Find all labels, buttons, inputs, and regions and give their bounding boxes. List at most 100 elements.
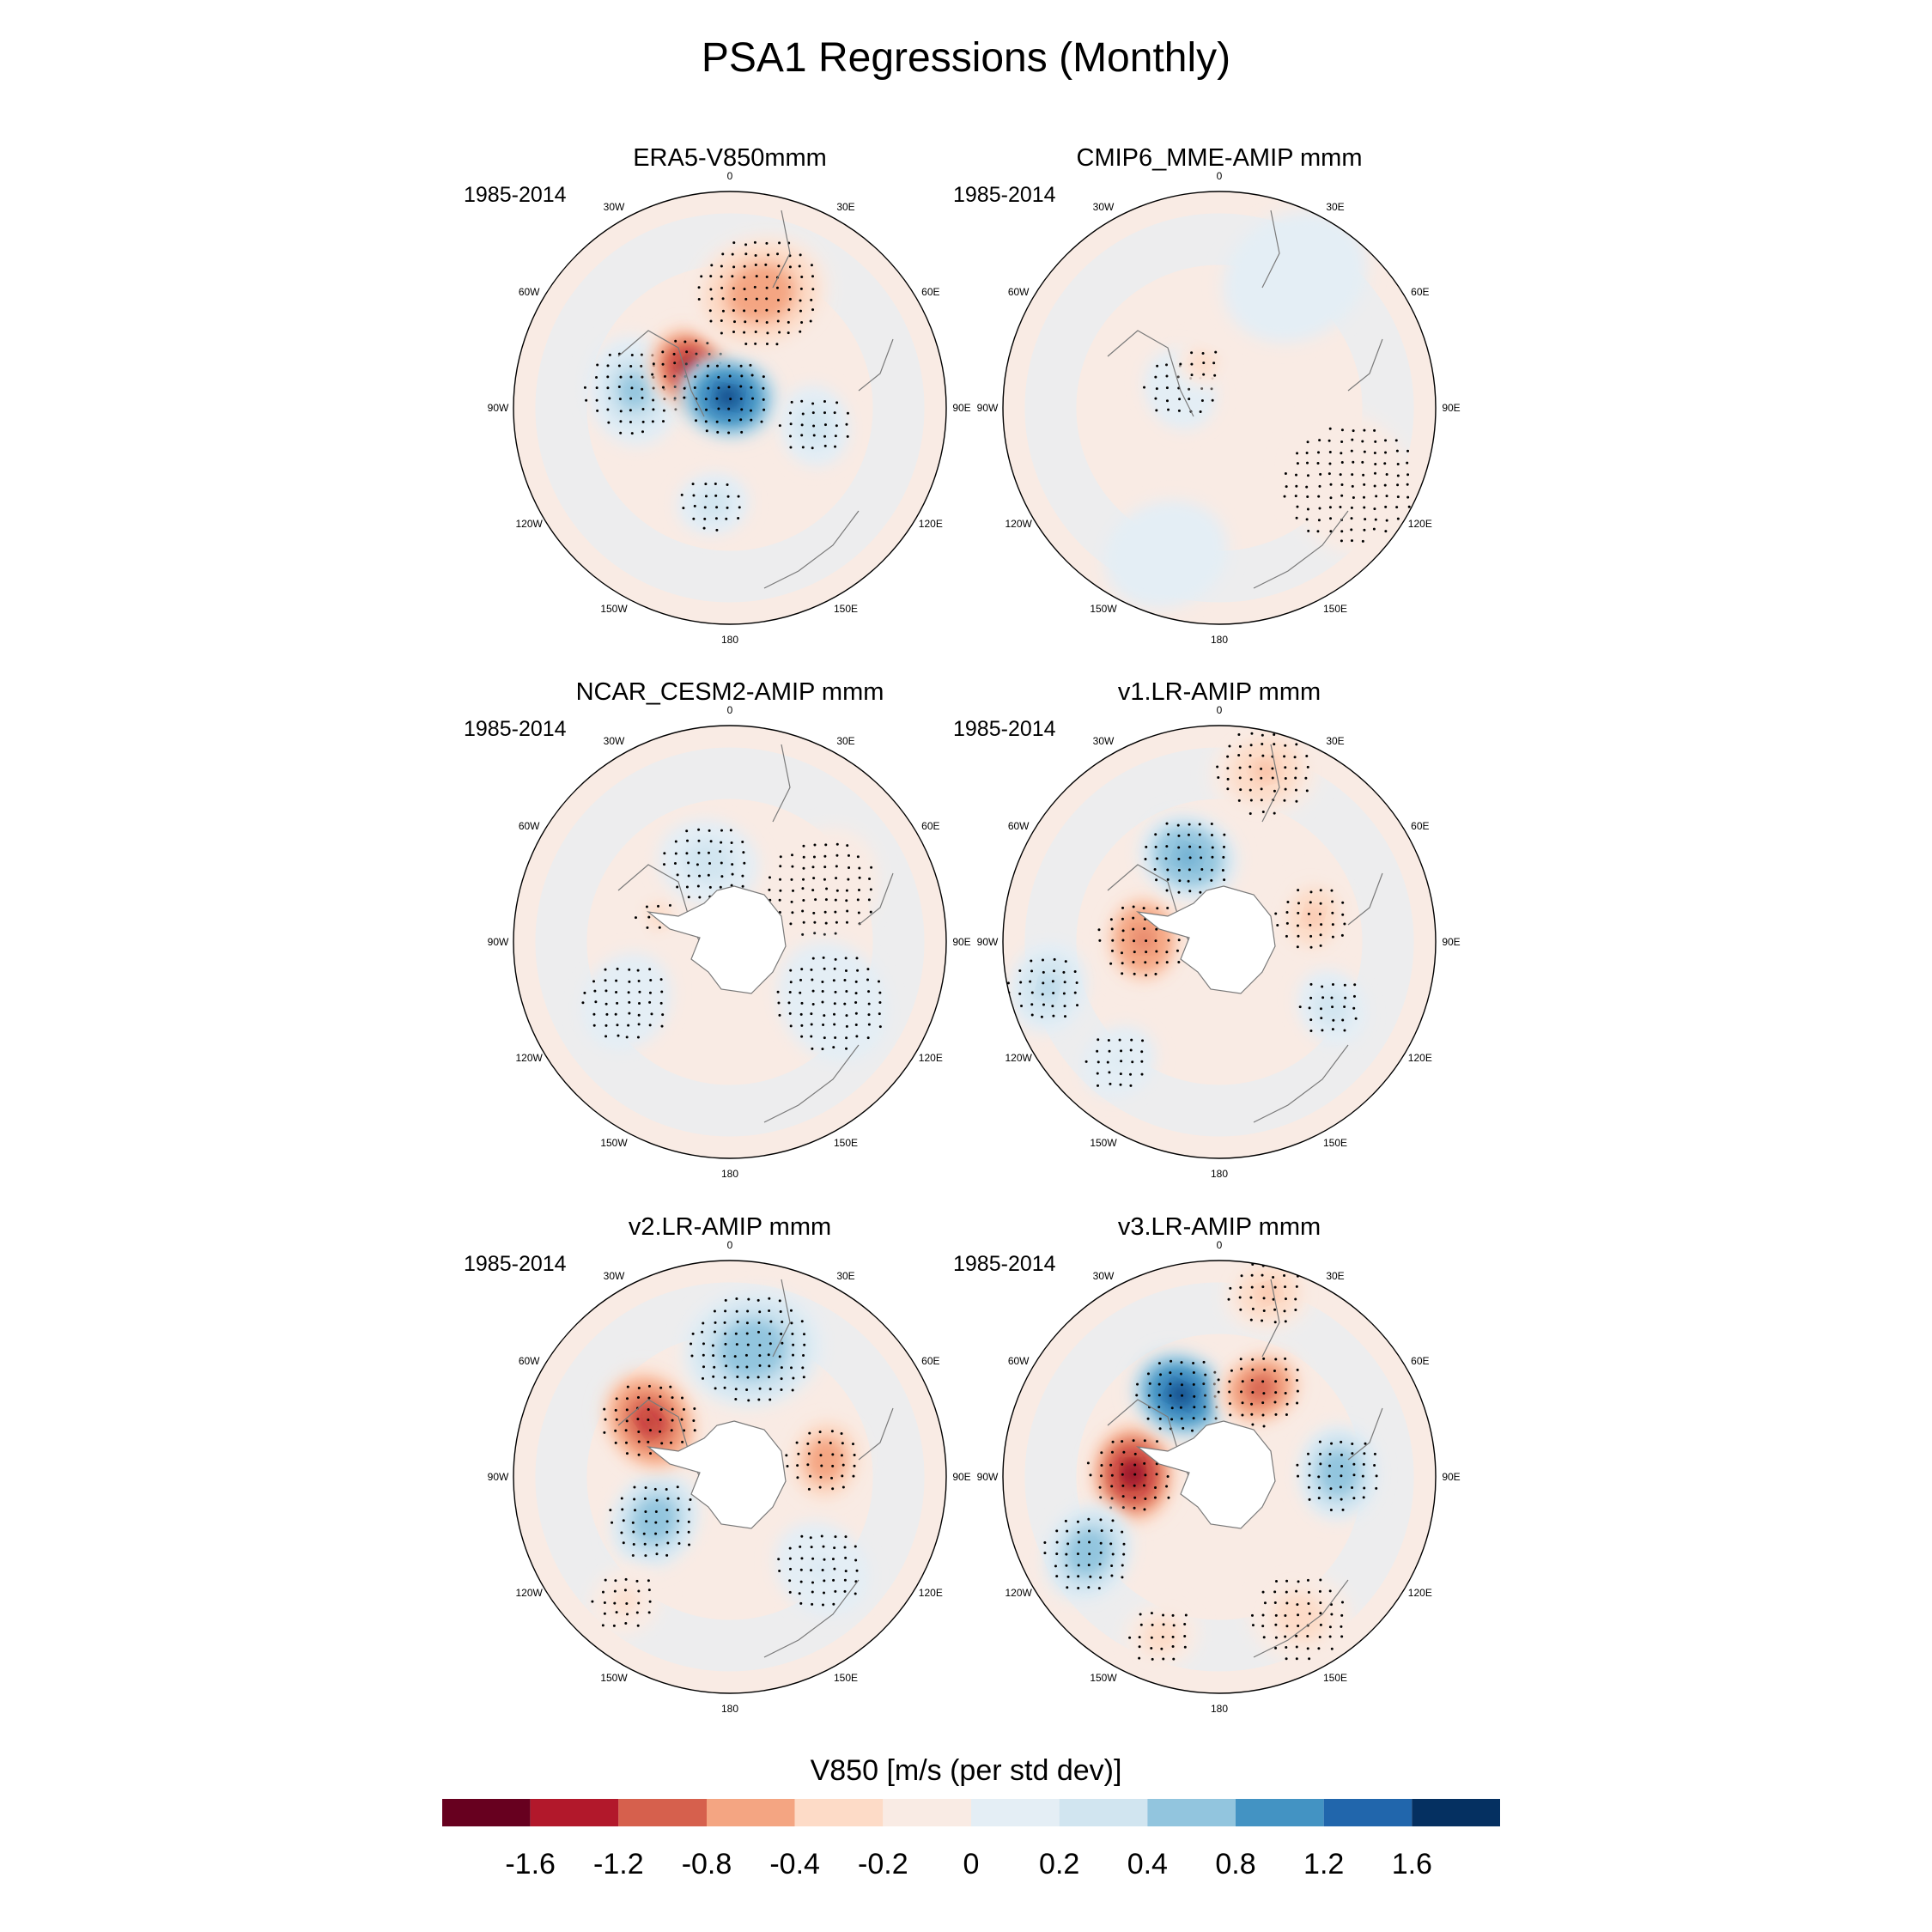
stipple-dot [1155,878,1158,882]
stipple-dot [1308,1657,1311,1661]
stipple-dot [1154,375,1157,379]
colorbar-swatch [707,1799,795,1826]
stipple-dot [1156,961,1159,964]
stipple-dot [1190,351,1194,355]
stipple-dot [1284,1285,1287,1289]
stipple-dot [1097,928,1101,932]
stipple-dot [832,1046,835,1049]
stipple-dot [644,1510,647,1513]
stipple-dot [1340,933,1344,937]
stipple-dot [878,1012,881,1016]
stipple-dot [669,1441,672,1444]
stipple-dot [1308,1473,1311,1477]
stipple-dot [714,1330,717,1334]
stipple-dot [605,1035,608,1038]
stipple-dot [1274,1636,1278,1639]
stipple-dot [637,1386,641,1389]
stipple-dot [1076,1552,1079,1556]
colorbar-swatch [794,1799,884,1826]
stipple-dot [868,877,872,880]
contour-band [1113,1055,1126,1067]
stipple-dot [727,431,731,434]
stipple-dot [612,1624,616,1627]
stipple-dot [723,1321,726,1324]
stipple-dot [606,364,610,368]
stipple-dot [661,420,665,423]
stipple-dot [1295,1634,1298,1637]
stipple-dot [687,1520,690,1523]
stipple-dot [810,968,813,971]
stipple-dot [1340,494,1344,497]
colorbar-swatch [530,1799,619,1826]
stipple-dot [1139,1623,1143,1626]
stipple-dot [1351,473,1354,477]
stipple-dot [681,1440,684,1443]
stipple-dot [1193,1406,1196,1409]
stipple-dot [1223,833,1226,836]
stipple-dot [1110,1473,1114,1477]
stipple-dot [787,331,790,335]
stipple-dot [636,1418,640,1421]
stipple-dot [745,1332,749,1335]
stipple-dot [649,1452,653,1455]
stipple-dot [636,1624,640,1627]
colorbar-tick-label: -0.4 [769,1848,820,1880]
stipple-dot [1285,910,1289,914]
anomaly-cell [609,1472,699,1569]
stipple-dot [777,1558,781,1561]
stipple-dot [792,1343,795,1346]
stipple-dot [746,1376,750,1379]
stipple-dot [762,386,765,390]
stipple-dot [1139,1613,1142,1616]
stipple-dot [1384,439,1388,442]
stipple-dot [647,1589,651,1592]
stipple-dot [1317,1647,1321,1650]
stipple-dot [1261,1625,1265,1628]
stipple-dot [830,1430,834,1433]
stipple-dot [1309,982,1313,986]
stipple-dot [1307,1590,1310,1594]
stipple-dot [661,386,665,389]
stipple-dot [1183,1622,1187,1625]
stipple-dot [1273,1370,1276,1373]
longitude-label: 60E [921,820,939,832]
stipple-dot [866,1036,870,1040]
stipple-dot [1064,960,1067,963]
stipple-dot [637,1023,641,1026]
stipple-dot [1308,1006,1311,1010]
stipple-dot [1339,473,1342,477]
coast-line [772,210,791,289]
stipple-dot [790,854,793,857]
stipple-dot [1150,1636,1153,1639]
stipple-dot [1296,1401,1299,1405]
stipple-dot [1162,1623,1165,1626]
stipple-dot [823,1014,826,1018]
stipple-dot [1329,530,1333,533]
stipple-dot [833,1012,836,1016]
stipple-dot [1042,1003,1046,1006]
stipple-dot [754,264,757,267]
stipple-dot [802,920,805,924]
stipple-dot [745,1365,749,1369]
contour-band [1340,471,1362,496]
stipple-dot [712,1354,715,1358]
stipple-dot [1145,939,1148,943]
stipple-dot [1295,743,1298,746]
stipple-dot [1319,1007,1322,1011]
stipple-dot [1260,767,1263,770]
stipple-field [1283,427,1411,543]
stipple-dot [709,840,713,843]
stipple-dot [1132,960,1135,963]
stipple-dot [800,434,804,437]
stipple-field [1144,822,1226,894]
stipple-dot [641,420,645,423]
stipple-dot [753,285,756,289]
stipple-dot [1283,1309,1286,1313]
coast-line [1261,210,1280,289]
stipple-dot [1088,1540,1091,1544]
stipple-dot [1077,1564,1080,1567]
stipple-dot [843,1546,847,1549]
stipple-dot [1099,1551,1103,1554]
stipple-dot [1319,1612,1322,1615]
stipple-dot [1276,923,1279,927]
